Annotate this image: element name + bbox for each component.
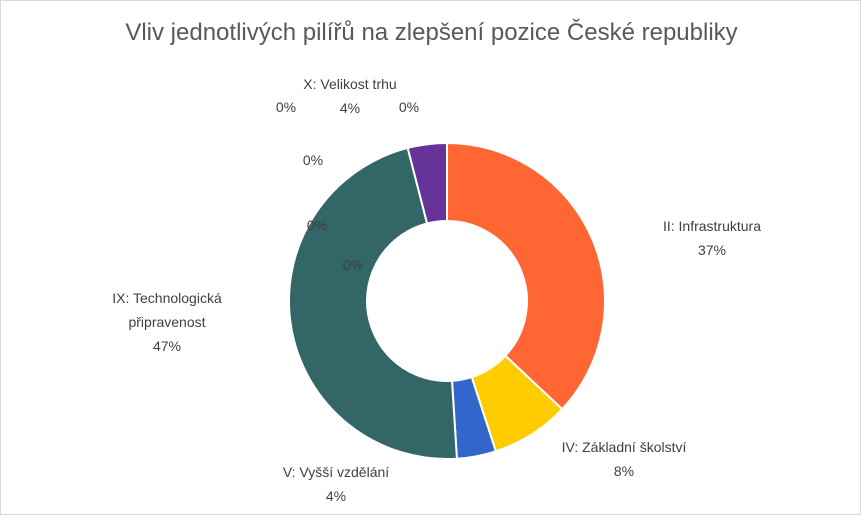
- zero-label-1: 0%: [399, 99, 419, 115]
- slice-3: [288, 146, 458, 460]
- data-label-1: IV: Základní školství 8%: [562, 439, 687, 479]
- slice-0: [446, 141, 606, 411]
- data-label-3: IX: Technologická připravenost 47%: [112, 290, 222, 354]
- data-label-4: X: Velikost trhu 4%: [303, 76, 396, 116]
- slice-4: [406, 141, 448, 225]
- data-label-0: II: Infrastruktura 37%: [663, 218, 761, 258]
- chart-title: Vliv jednotlivých pilířů na zlepšení poz…: [125, 19, 738, 46]
- data-label-2: V: Vyšší vzdělání 4%: [283, 464, 389, 504]
- zero-label-2: 0%: [303, 152, 323, 168]
- zero-label-4: 0%: [343, 257, 363, 273]
- zero-label-3: 0%: [307, 217, 327, 233]
- zero-label-0: 0%: [276, 99, 296, 115]
